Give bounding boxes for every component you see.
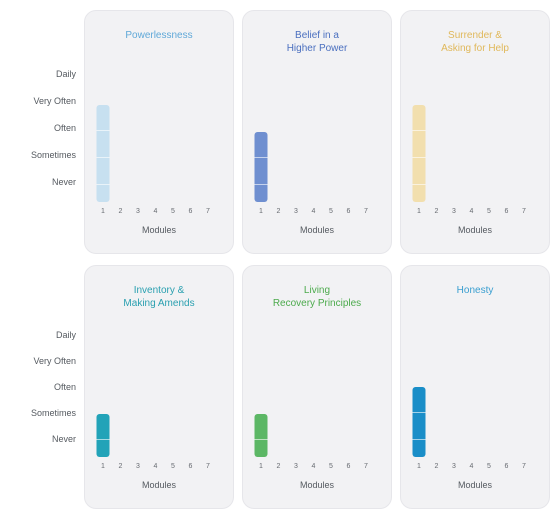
x-tick-label: 4	[470, 463, 474, 470]
chart-panel-belief-higher-power: Belief in a Higher Power 1 2 3 4 5 6 7 Modules	[242, 10, 392, 254]
x-tick-label: 3	[294, 208, 298, 215]
y-tick-label: Very Often	[33, 356, 76, 366]
y-tick-label: Never	[51, 434, 76, 444]
x-tick-label: 1	[259, 208, 263, 215]
x-tick-label: 2	[435, 463, 439, 470]
x-tick-label: 5	[487, 463, 491, 470]
x-tick-label: 1	[417, 208, 421, 215]
x-tick-label: 3	[452, 463, 456, 470]
chart-panel-living-recovery: Living Recovery Principles 1 2 3 4 5 6 7 Modul…	[242, 265, 392, 509]
x-axis-title: Modules	[299, 225, 335, 235]
x-tick-label: 1	[101, 463, 105, 470]
x-axis-title: Modules	[141, 480, 177, 490]
x-tick-label: 6	[347, 208, 351, 215]
y-tick-label: Daily	[55, 69, 76, 79]
x-tick-label: 3	[294, 463, 298, 470]
plot-area: 1 2 3 4 5 6 7	[96, 105, 210, 215]
x-tick-label: 6	[505, 208, 509, 215]
x-tick-label: 7	[522, 208, 526, 215]
x-tick-label: 3	[452, 208, 456, 215]
panel-title: Honesty	[456, 285, 494, 296]
x-tick-label: 4	[312, 463, 316, 470]
x-tick-label: 7	[206, 463, 210, 470]
x-tick-label: 3	[136, 463, 140, 470]
x-tick-label: 5	[171, 463, 175, 470]
bar	[412, 105, 426, 202]
x-tick-label: 4	[312, 208, 316, 215]
chart-panel-inventory-amends: Inventory & Making Amends 1 2 3 4 5 6 7 Module…	[84, 265, 234, 509]
x-tick-label: 1	[259, 463, 263, 470]
x-tick-label: 5	[329, 208, 333, 215]
x-tick-label: 4	[154, 463, 158, 470]
x-tick-label: 5	[329, 463, 333, 470]
y-tick-label: Sometimes	[30, 408, 76, 418]
chart-panel-powerlessness: Powerlessness 1 2 3 4 5 6 7 Modules	[84, 10, 234, 254]
x-tick-label: 6	[189, 463, 193, 470]
panel-title: Belief in a Higher Power	[286, 30, 348, 54]
x-tick-label: 7	[364, 463, 368, 470]
y-tick-label: Often	[53, 382, 76, 392]
plot-area: 1 2 3 4 5 6 7	[96, 414, 210, 470]
bar	[254, 132, 268, 202]
chart-panel-honesty: Honesty 1 2 3 4 5 6 7 Modules	[400, 265, 550, 509]
x-tick-label: 6	[189, 208, 193, 215]
panel-title: Surrender & Asking for Help	[441, 30, 509, 54]
x-tick-label: 1	[101, 208, 105, 215]
bar	[254, 414, 268, 457]
y-axis-labels-top: Daily Very Often Often Sometimes Never	[0, 50, 76, 190]
x-tick-label: 6	[505, 463, 509, 470]
x-tick-label: 3	[136, 208, 140, 215]
x-axis-title: Modules	[299, 480, 335, 490]
x-tick-label: 2	[277, 463, 281, 470]
x-tick-label: 7	[522, 463, 526, 470]
x-tick-label: 2	[277, 208, 281, 215]
panel-title: Inventory & Making Amends	[123, 285, 195, 309]
bar	[412, 387, 426, 457]
x-tick-label: 6	[347, 463, 351, 470]
y-tick-label: Often	[53, 123, 76, 133]
x-axis-title: Modules	[457, 225, 493, 235]
x-axis-title: Modules	[141, 225, 177, 235]
x-tick-label: 1	[417, 463, 421, 470]
panel-title: Powerlessness	[125, 30, 193, 41]
bar	[96, 414, 110, 457]
x-axis-title: Modules	[457, 480, 493, 490]
plot-area: 1 2 3 4 5 6 7	[254, 132, 368, 215]
bar	[96, 105, 110, 202]
x-tick-label: 7	[364, 208, 368, 215]
x-tick-label: 4	[470, 208, 474, 215]
x-tick-label: 5	[171, 208, 175, 215]
chart-panel-surrender: Surrender & Asking for Help 1 2 3 4 5 6 7 Modu…	[400, 10, 550, 254]
plot-area: 1 2 3 4 5 6 7	[412, 387, 526, 470]
plot-area: 1 2 3 4 5 6 7	[254, 414, 368, 470]
x-tick-label: 4	[154, 208, 158, 215]
x-tick-label: 5	[487, 208, 491, 215]
x-tick-label: 2	[119, 463, 123, 470]
plot-area: 1 2 3 4 5 6 7	[412, 105, 526, 215]
y-tick-label: Never	[51, 177, 76, 187]
y-tick-label: Daily	[55, 330, 76, 340]
y-tick-label: Very Often	[33, 96, 76, 106]
x-tick-label: 2	[119, 208, 123, 215]
panel-title: Living Recovery Principles	[272, 285, 362, 309]
y-tick-label: Sometimes	[30, 150, 76, 160]
x-tick-label: 2	[435, 208, 439, 215]
y-axis-labels-bottom: Daily Very Often Often Sometimes Never	[0, 308, 76, 448]
x-tick-label: 7	[206, 208, 210, 215]
